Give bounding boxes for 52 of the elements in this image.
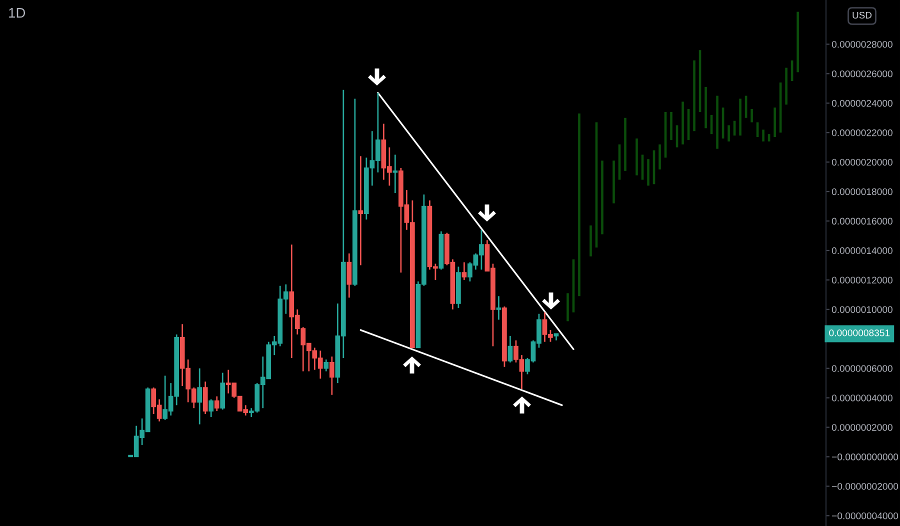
bar [739,98,742,136]
bar [785,68,788,105]
bar [658,144,661,170]
y-tick-label: 0.0000004000 [832,394,892,402]
y-tick-label: 0.0000002000 [832,424,892,431]
bar [612,160,615,204]
candlestick [462,262,467,281]
y-tick-label: 0.0000022000 [832,129,892,136]
bar [693,60,696,132]
y-tick-label: 0.0000006000 [832,365,892,372]
candlestick [329,356,334,396]
candlestick [496,295,502,320]
y-tick-label: −0.0000000000 [832,454,898,460]
y-tick-label: 0.0000010000 [832,306,892,313]
bar [796,12,799,72]
bar [682,102,684,144]
y-tick-label: 0.0000014000 [832,247,892,254]
candlestick [358,155,364,266]
candlestick [197,368,202,426]
y-tick-label: 0.0000026000 [832,70,892,78]
bar [716,96,718,149]
y-tick-label: 0.0000012000 [832,276,892,284]
candlestick [324,358,329,372]
bar [670,112,672,140]
bar [750,109,753,122]
candlestick [214,396,220,412]
bar [647,159,650,186]
bar [704,86,707,128]
chart-title: 1D [9,8,26,18]
y-tick-label: 0.0000024000 [832,100,892,107]
bar [601,160,604,234]
y-tick-label: 0.0000018000 [832,188,892,196]
y-tick-label: −0.0000004000 [832,512,898,520]
candlestick [392,154,398,194]
bar [624,118,626,171]
bar [566,293,569,322]
candlestick [346,252,352,298]
bar [590,225,592,256]
bar [774,108,776,138]
text: 0.0000008351 [829,329,890,336]
bar [578,113,580,296]
y-tick-label: 0.0000028000 [832,40,892,48]
text: USD [852,12,872,19]
candlestick [508,335,513,364]
y-tick-label: 0.0000020000 [832,158,892,166]
y-tick-label: −0.0000002000 [832,483,898,490]
bar [728,125,730,142]
bar [762,130,764,142]
candlestick [208,398,214,418]
y-tick-label: 0.0000016000 [832,218,892,225]
candlestick [202,380,208,415]
bar [636,138,638,176]
